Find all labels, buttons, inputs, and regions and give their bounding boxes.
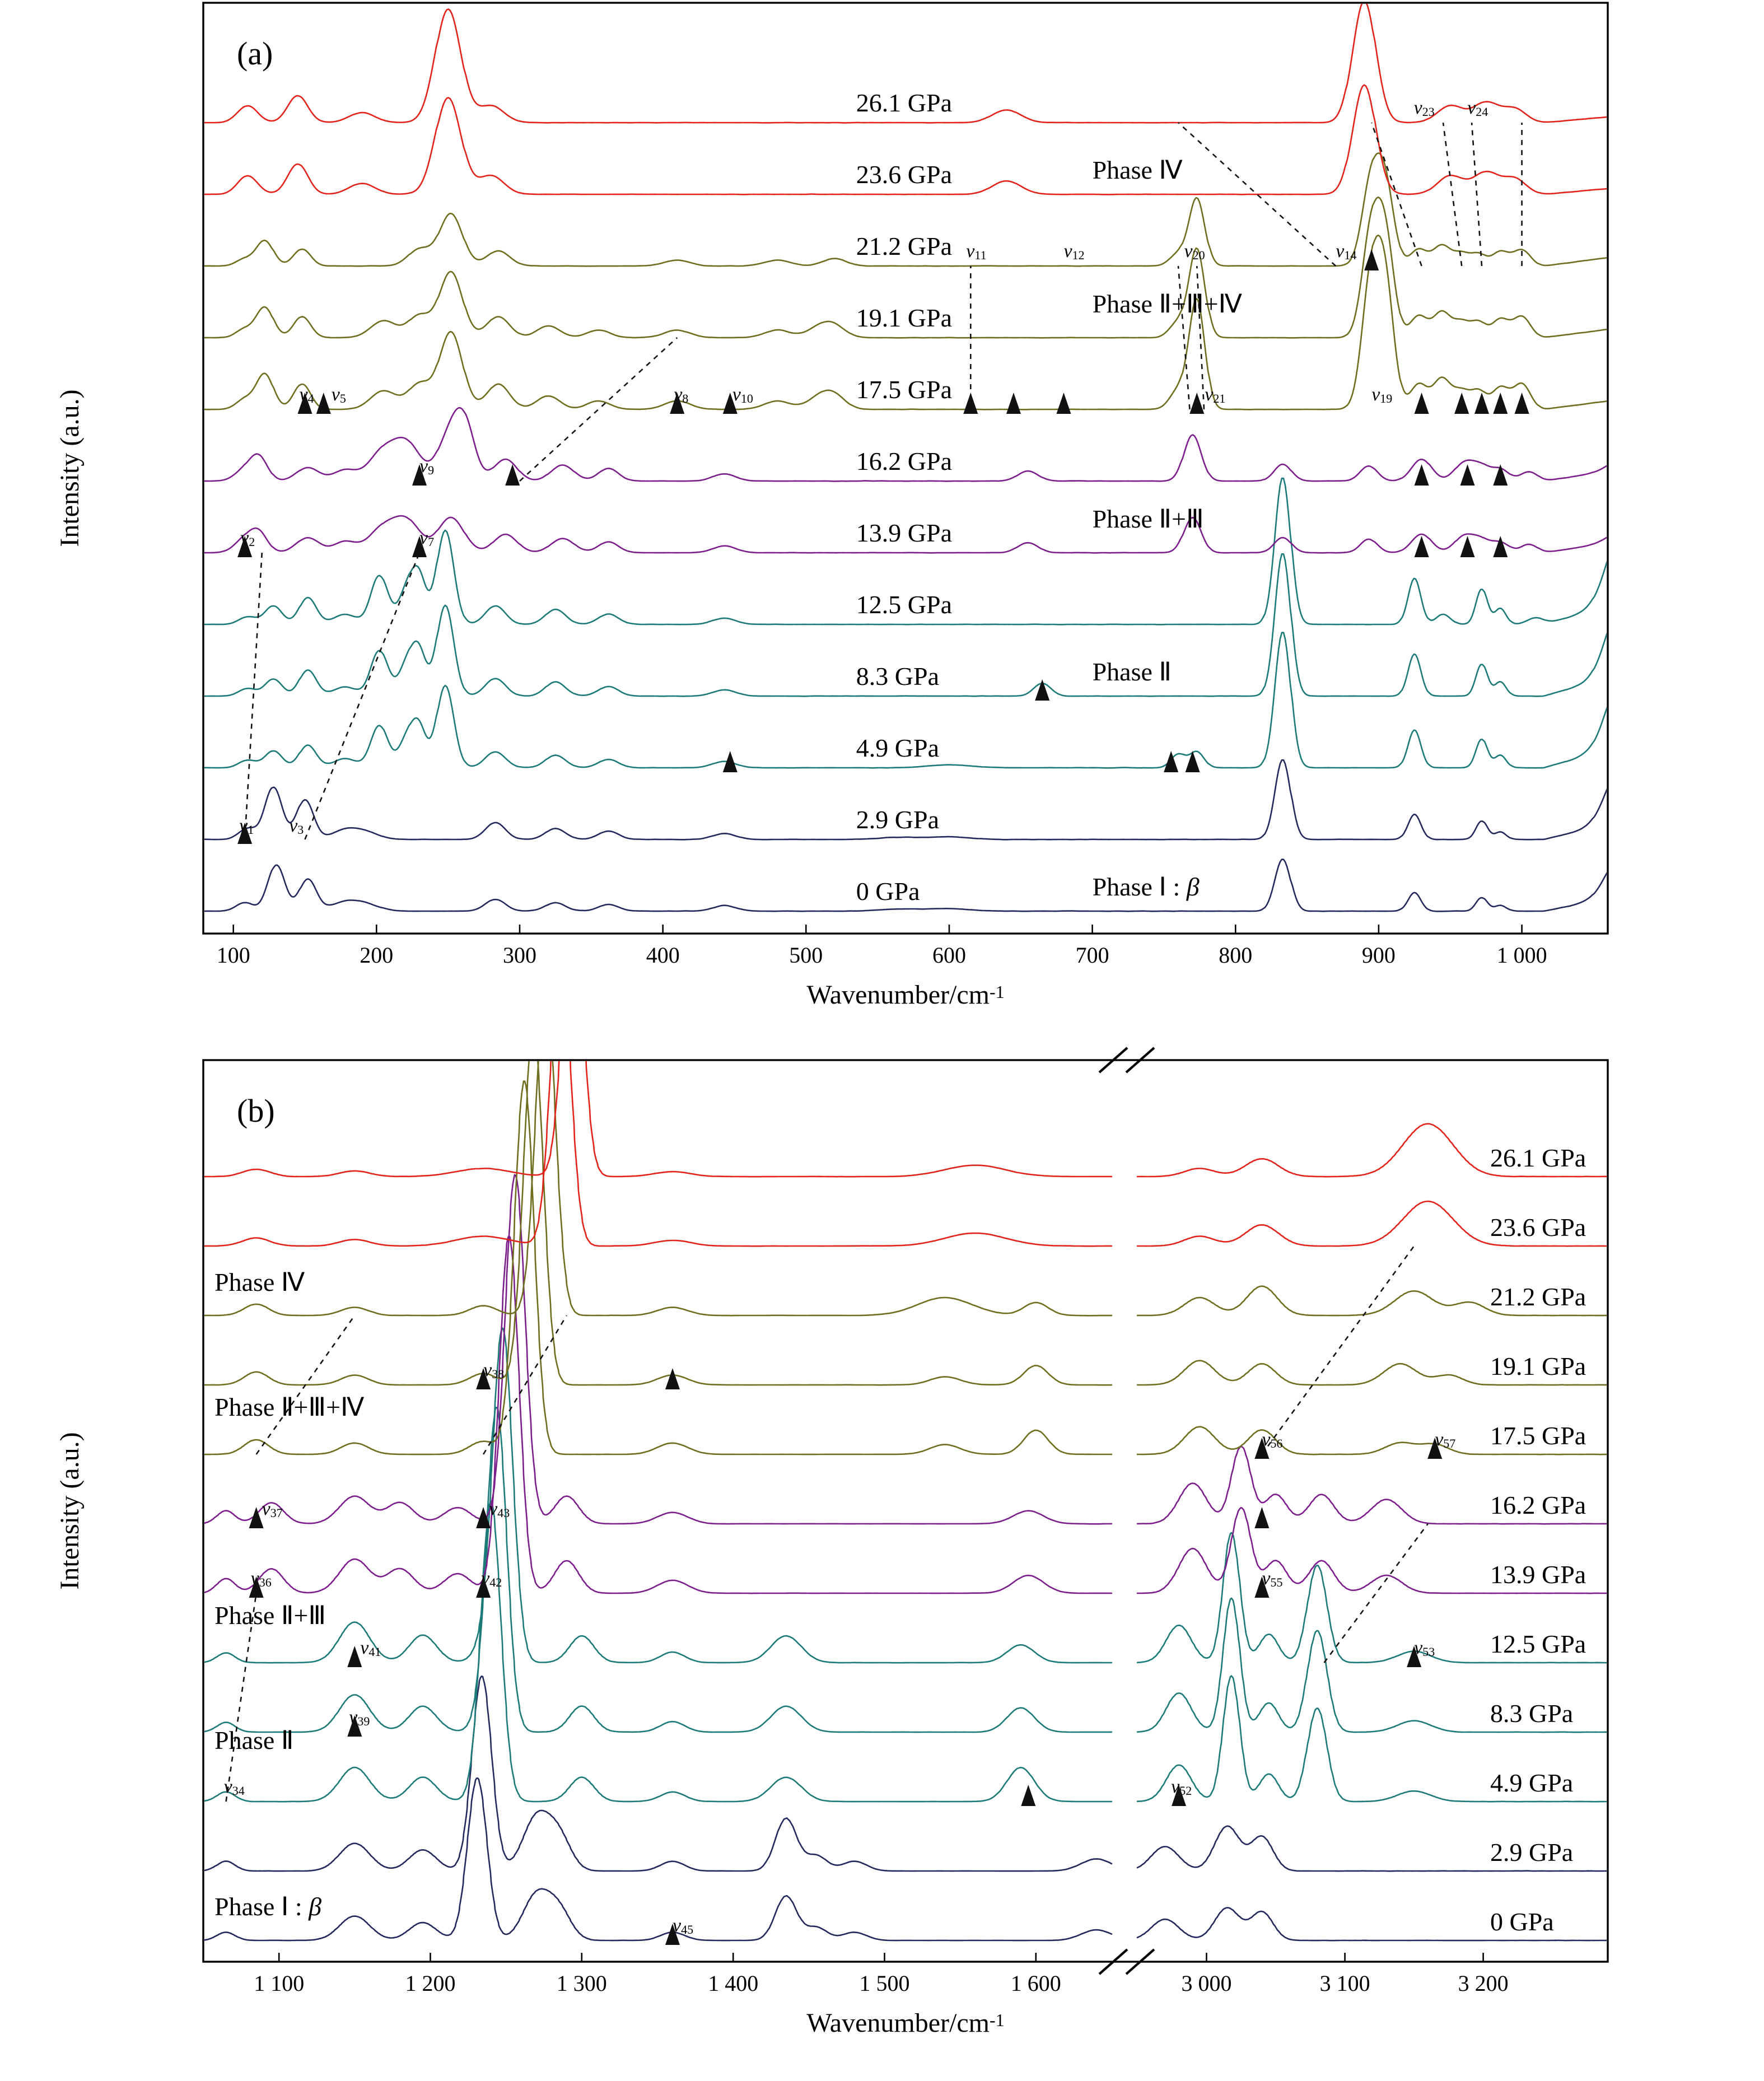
svg-text:Phase Ⅳ: Phase Ⅳ bbox=[1093, 156, 1183, 184]
svg-text:(b): (b) bbox=[237, 1093, 275, 1129]
svg-text:Wavenumber/cm-1: Wavenumber/cm-1 bbox=[806, 2008, 1004, 2038]
svg-text:17.5 GPa: 17.5 GPa bbox=[856, 375, 952, 404]
svg-text:1 100: 1 100 bbox=[254, 1971, 304, 1996]
svg-text:Phase Ⅱ: Phase Ⅱ bbox=[214, 1726, 293, 1755]
svg-text:2.9 GPa: 2.9 GPa bbox=[1490, 1838, 1573, 1867]
svg-text:Phase Ⅱ+Ⅲ+Ⅳ: Phase Ⅱ+Ⅲ+Ⅳ bbox=[214, 1393, 365, 1421]
svg-text:12.5 GPa: 12.5 GPa bbox=[1490, 1630, 1586, 1658]
svg-text:19.1 GPa: 19.1 GPa bbox=[1490, 1352, 1586, 1380]
svg-text:1 200: 1 200 bbox=[405, 1971, 456, 1996]
svg-text:1 400: 1 400 bbox=[708, 1971, 758, 1996]
svg-text:100: 100 bbox=[217, 942, 250, 968]
svg-text:16.2 GPa: 16.2 GPa bbox=[856, 447, 952, 475]
svg-text:23.6 GPa: 23.6 GPa bbox=[1490, 1213, 1586, 1242]
svg-text:3 000: 3 000 bbox=[1182, 1971, 1232, 1996]
svg-text:Phase Ⅱ: Phase Ⅱ bbox=[1093, 657, 1172, 686]
svg-text:600: 600 bbox=[932, 942, 966, 968]
svg-text:12.5 GPa: 12.5 GPa bbox=[856, 590, 952, 619]
svg-text:26.1 GPa: 26.1 GPa bbox=[856, 88, 952, 117]
svg-text:4.9 GPa: 4.9 GPa bbox=[856, 734, 939, 762]
svg-text:Wavenumber/cm-1: Wavenumber/cm-1 bbox=[806, 980, 1004, 1010]
svg-text:1 300: 1 300 bbox=[557, 1971, 607, 1996]
svg-text:Phase Ⅱ+Ⅲ+Ⅳ: Phase Ⅱ+Ⅲ+Ⅳ bbox=[1093, 290, 1243, 318]
svg-text:0 GPa: 0 GPa bbox=[856, 877, 920, 906]
svg-text:1 500: 1 500 bbox=[860, 1971, 910, 1996]
svg-text:400: 400 bbox=[646, 942, 680, 968]
svg-text:500: 500 bbox=[789, 942, 823, 968]
svg-text:2.9 GPa: 2.9 GPa bbox=[856, 805, 939, 834]
svg-text:1 000: 1 000 bbox=[1497, 942, 1547, 968]
svg-text:200: 200 bbox=[360, 942, 393, 968]
svg-text:1 600: 1 600 bbox=[1011, 1971, 1061, 1996]
svg-text:4.9 GPa: 4.9 GPa bbox=[1490, 1769, 1573, 1797]
svg-text:Phase Ⅰ : β: Phase Ⅰ : β bbox=[214, 1892, 321, 1921]
svg-text:13.9 GPa: 13.9 GPa bbox=[1490, 1560, 1586, 1589]
svg-text:Intensity (a.u.): Intensity (a.u.) bbox=[55, 1432, 85, 1589]
svg-text:17.5 GPa: 17.5 GPa bbox=[1490, 1421, 1586, 1450]
svg-text:26.1 GPa: 26.1 GPa bbox=[1490, 1144, 1586, 1172]
svg-text:700: 700 bbox=[1076, 942, 1109, 968]
svg-text:Phase Ⅱ+Ⅲ: Phase Ⅱ+Ⅲ bbox=[1093, 505, 1204, 533]
svg-text:8.3 GPa: 8.3 GPa bbox=[1490, 1699, 1573, 1728]
svg-text:Intensity (a.u.): Intensity (a.u.) bbox=[55, 389, 85, 547]
svg-text:16.2 GPa: 16.2 GPa bbox=[1490, 1491, 1586, 1519]
svg-text:3 100: 3 100 bbox=[1320, 1971, 1370, 1996]
svg-text:23.6 GPa: 23.6 GPa bbox=[856, 160, 952, 189]
svg-text:Phase Ⅳ: Phase Ⅳ bbox=[214, 1268, 305, 1296]
svg-text:800: 800 bbox=[1219, 942, 1252, 968]
svg-text:21.2 GPa: 21.2 GPa bbox=[1490, 1282, 1586, 1311]
svg-text:19.1 GPa: 19.1 GPa bbox=[856, 304, 952, 332]
svg-text:Phase Ⅱ+Ⅲ: Phase Ⅱ+Ⅲ bbox=[214, 1601, 326, 1630]
svg-text:300: 300 bbox=[503, 942, 536, 968]
svg-text:3 200: 3 200 bbox=[1458, 1971, 1509, 1996]
svg-text:(a): (a) bbox=[237, 35, 273, 72]
svg-text:8.3 GPa: 8.3 GPa bbox=[856, 662, 939, 690]
svg-text:900: 900 bbox=[1362, 942, 1396, 968]
svg-text:21.2 GPa: 21.2 GPa bbox=[856, 232, 952, 260]
svg-text:Phase Ⅰ : β: Phase Ⅰ : β bbox=[1093, 872, 1200, 901]
svg-text:0 GPa: 0 GPa bbox=[1490, 1907, 1554, 1936]
svg-text:13.9 GPa: 13.9 GPa bbox=[856, 519, 952, 547]
